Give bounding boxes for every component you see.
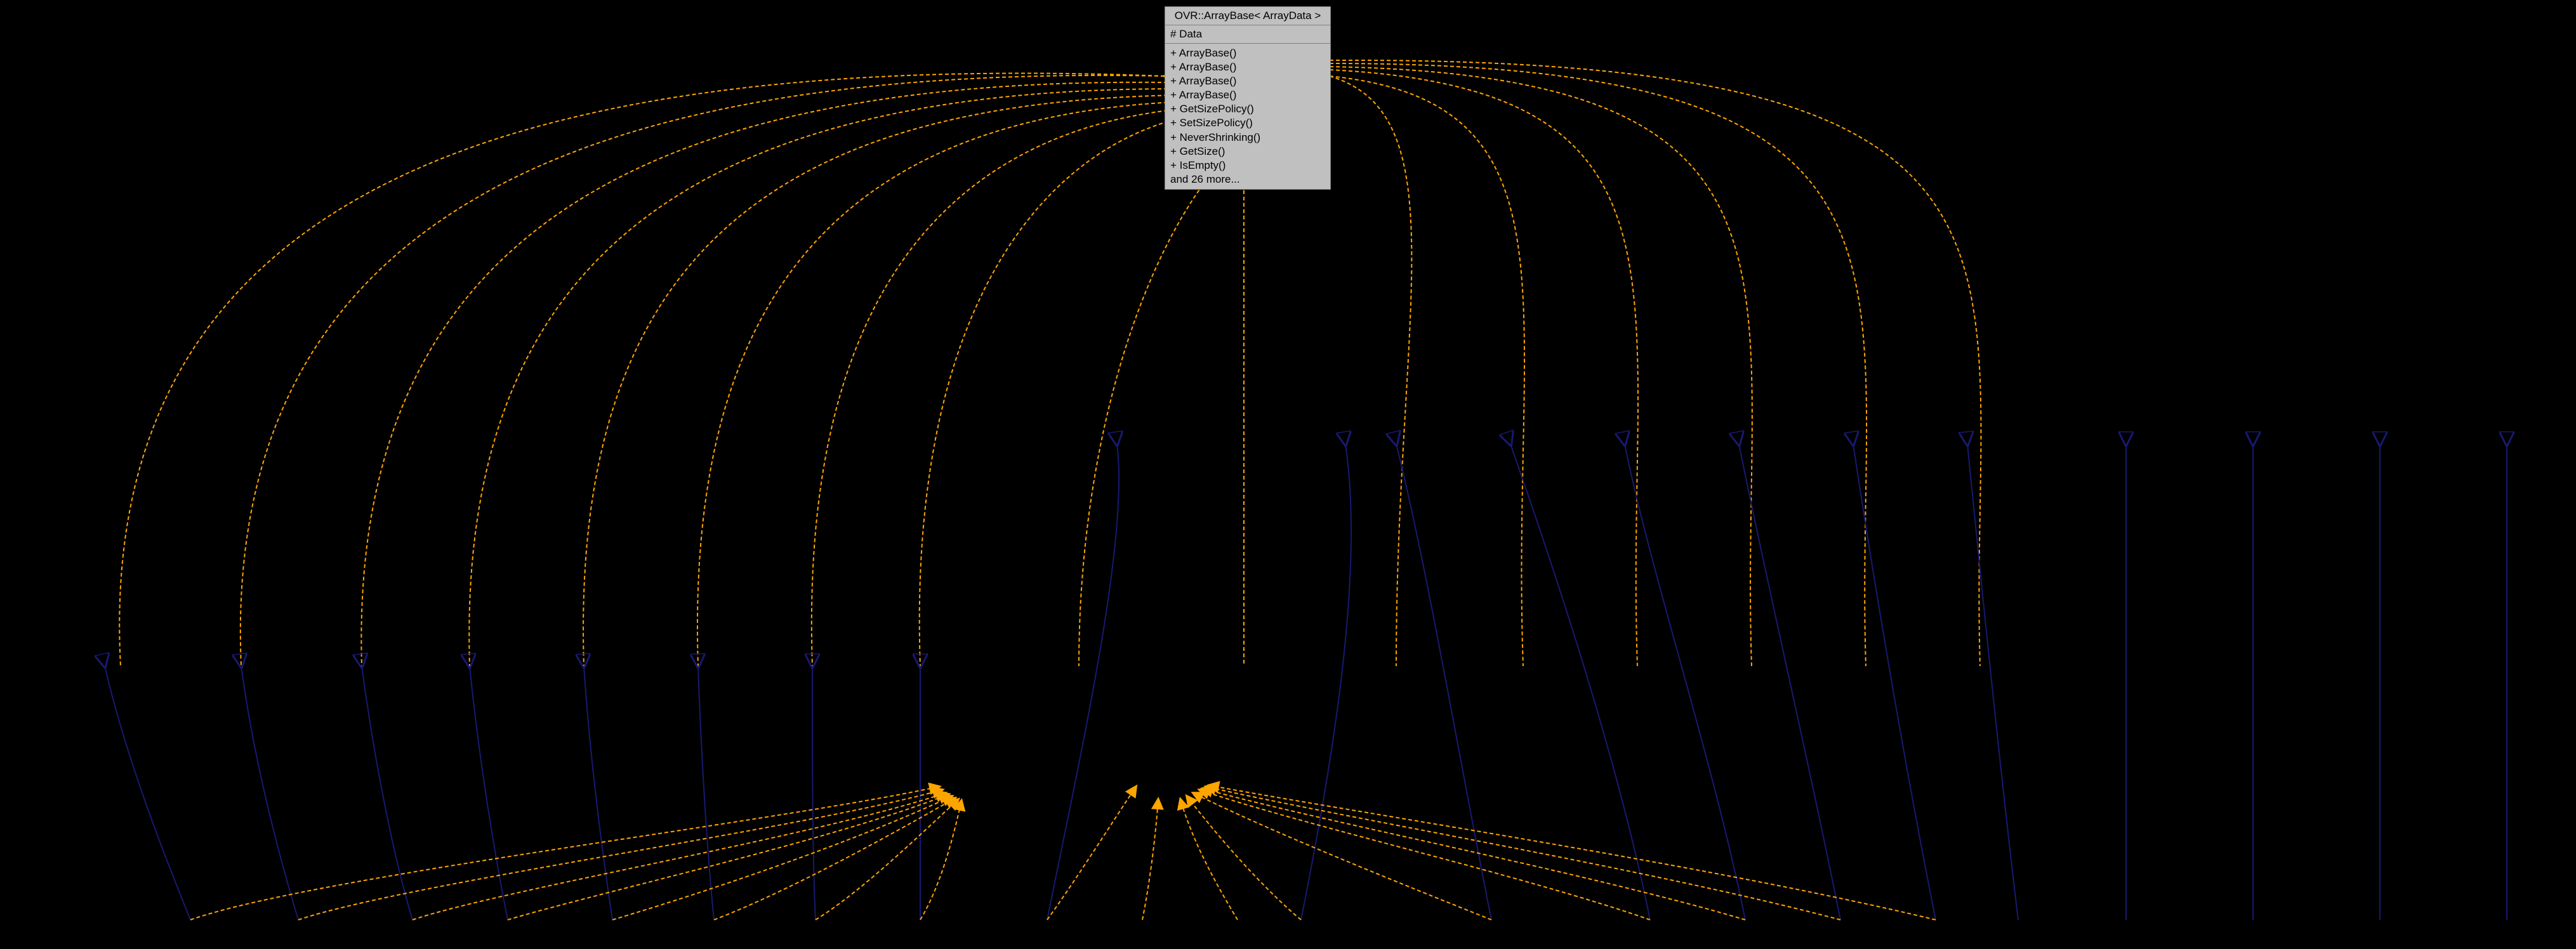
class-method-line: + ArrayBase(): [1170, 46, 1325, 60]
class-method-line: + SetSizePolicy(): [1170, 116, 1325, 130]
class-method-line: + NeverShrinking(): [1170, 131, 1325, 145]
class-method-line: and 26 more...: [1170, 173, 1325, 187]
class-data-section: # Data: [1165, 25, 1330, 44]
class-node-root[interactable]: OVR::ArrayBase< ArrayData > # Data + Arr…: [1165, 6, 1331, 190]
class-method-line: + ArrayBase(): [1170, 88, 1325, 102]
class-method-line: + GetSize(): [1170, 145, 1325, 159]
class-method-line: + ArrayBase(): [1170, 60, 1325, 74]
class-method-line: + ArrayBase(): [1170, 74, 1325, 88]
class-methods-section: + ArrayBase()+ ArrayBase()+ ArrayBase()+…: [1165, 44, 1330, 189]
class-method-line: + GetSizePolicy(): [1170, 102, 1325, 116]
class-title: OVR::ArrayBase< ArrayData >: [1165, 7, 1330, 25]
class-method-line: + IsEmpty(): [1170, 159, 1325, 173]
